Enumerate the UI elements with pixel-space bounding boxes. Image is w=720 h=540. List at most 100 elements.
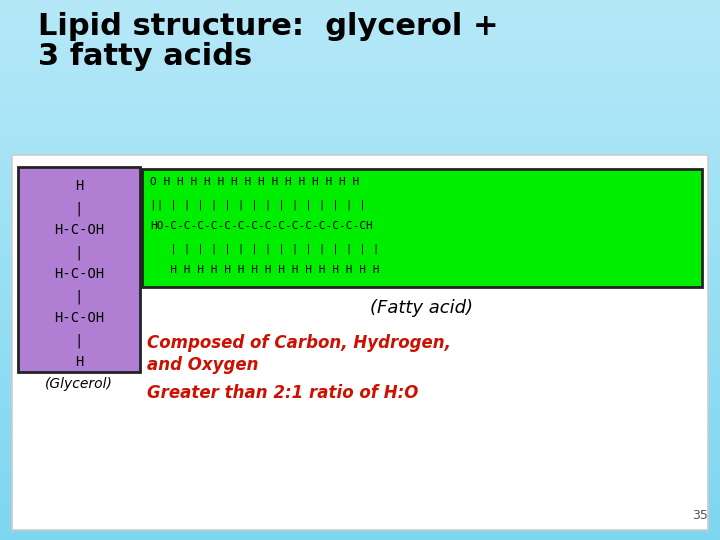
Text: HO-C-C-C-C-C-C-C-C-C-C-C-C-C-C-CH: HO-C-C-C-C-C-C-C-C-C-C-C-C-C-C-CH	[150, 221, 373, 231]
Bar	[0, 489, 720, 491]
Bar	[0, 329, 720, 332]
Bar	[0, 213, 720, 216]
Bar	[0, 11, 720, 14]
Bar	[0, 319, 720, 321]
Bar	[0, 418, 720, 421]
Bar	[0, 103, 720, 105]
Bar	[0, 375, 720, 378]
Bar	[0, 148, 720, 151]
Bar	[0, 305, 720, 308]
Bar	[0, 92, 720, 94]
Bar	[0, 413, 720, 416]
Bar	[0, 40, 720, 43]
Bar	[0, 432, 720, 435]
Text: H H H H H H H H H H H H H H H H: H H H H H H H H H H H H H H H H	[150, 265, 379, 275]
Bar	[0, 108, 720, 111]
Bar	[0, 94, 720, 97]
Bar	[0, 57, 720, 59]
Text: |: |	[75, 333, 84, 348]
Bar	[0, 105, 720, 108]
Bar	[0, 402, 720, 405]
Bar	[0, 216, 720, 219]
Bar	[0, 138, 720, 140]
Bar	[142, 169, 702, 287]
Bar	[0, 410, 720, 413]
Bar	[0, 400, 720, 402]
Bar	[0, 251, 720, 254]
Bar	[0, 427, 720, 429]
Bar	[0, 19, 720, 22]
Bar	[0, 43, 720, 46]
Bar	[0, 86, 720, 89]
Bar	[0, 483, 720, 486]
Bar	[0, 529, 720, 532]
Bar	[0, 537, 720, 540]
Bar	[0, 119, 720, 122]
Bar	[0, 146, 720, 148]
Bar	[0, 124, 720, 127]
Bar	[0, 486, 720, 489]
Bar	[0, 440, 720, 443]
Text: | | | | | | | | | | | | | | | |: | | | | | | | | | | | | | | | |	[150, 243, 379, 253]
Bar	[0, 16, 720, 19]
Bar	[0, 254, 720, 256]
Bar	[0, 470, 720, 472]
Bar	[0, 456, 720, 459]
Bar	[0, 230, 720, 232]
Bar	[0, 356, 720, 359]
Bar	[0, 219, 720, 221]
Bar	[0, 205, 720, 208]
Bar	[0, 451, 720, 454]
Bar	[0, 370, 720, 373]
Bar	[0, 289, 720, 292]
Bar	[0, 297, 720, 300]
Bar	[0, 346, 720, 348]
Text: Lipid structure:  glycerol +: Lipid structure: glycerol +	[38, 12, 499, 41]
Bar	[18, 167, 140, 372]
Bar	[0, 491, 720, 494]
Bar	[0, 397, 720, 400]
Bar	[0, 159, 720, 162]
Bar	[0, 176, 720, 178]
Bar	[0, 364, 720, 367]
Bar	[0, 310, 720, 313]
Bar	[0, 59, 720, 62]
Bar	[0, 267, 720, 270]
Bar	[0, 335, 720, 338]
Bar	[0, 235, 720, 238]
Bar	[0, 294, 720, 297]
Bar	[0, 256, 720, 259]
Bar	[0, 378, 720, 381]
Bar	[0, 259, 720, 262]
Bar	[0, 165, 720, 167]
Bar	[0, 178, 720, 181]
Bar	[0, 54, 720, 57]
Bar	[0, 127, 720, 130]
Bar	[0, 154, 720, 157]
Bar	[0, 500, 720, 502]
Bar	[0, 348, 720, 351]
Text: |: |	[75, 201, 84, 215]
Bar	[0, 32, 720, 35]
Bar	[0, 273, 720, 275]
Bar	[0, 246, 720, 248]
Bar	[0, 421, 720, 424]
Bar	[0, 324, 720, 327]
Bar	[0, 30, 720, 32]
Bar	[0, 481, 720, 483]
Text: H-C-OH: H-C-OH	[54, 311, 104, 325]
Bar	[0, 143, 720, 146]
Bar	[0, 227, 720, 229]
Text: H-C-OH: H-C-OH	[54, 267, 104, 281]
Bar	[0, 192, 720, 194]
Bar	[0, 408, 720, 410]
Bar	[0, 497, 720, 500]
Bar	[0, 316, 720, 319]
Bar	[0, 300, 720, 302]
Bar	[0, 197, 720, 200]
Bar	[0, 275, 720, 278]
Bar	[0, 167, 720, 170]
Bar	[0, 394, 720, 397]
Bar	[0, 321, 720, 324]
Bar	[0, 508, 720, 510]
